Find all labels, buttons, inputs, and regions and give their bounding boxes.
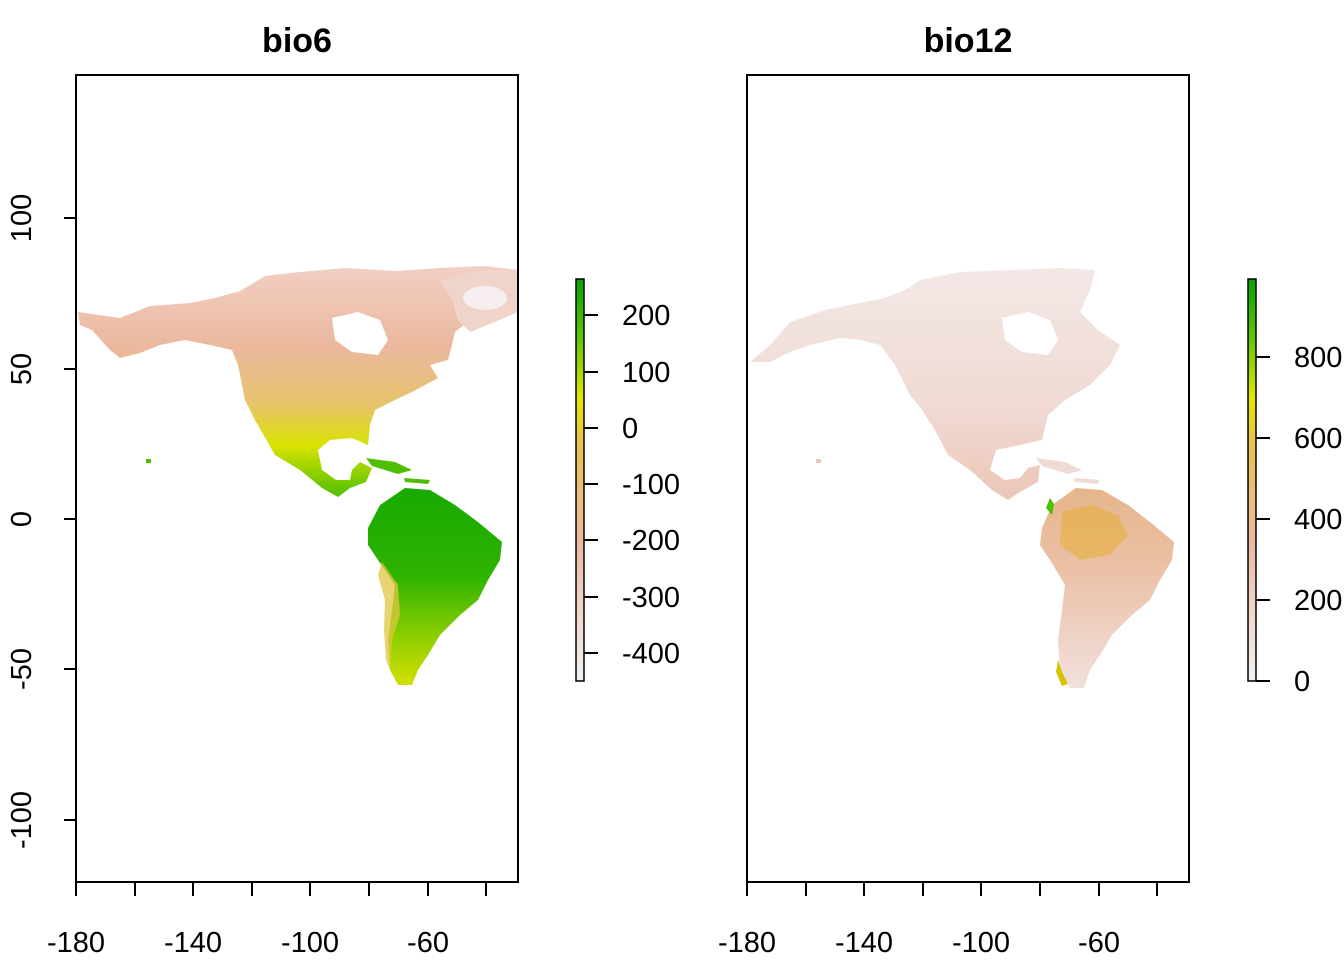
x-tick-label: -60 (1078, 927, 1120, 959)
amazon-wet-zone (1060, 505, 1128, 560)
legend-colorbar (575, 278, 585, 682)
x-tick-label: -100 (952, 927, 1010, 959)
hudson-bay (1002, 312, 1058, 355)
x-tick-label: -180 (47, 927, 105, 959)
legend-tick-label: 0 (1294, 666, 1310, 698)
legend-bio6: 200 100 0 -100 -200 -300 -400 (575, 278, 680, 682)
greenland-ice (463, 286, 507, 310)
north-america-landmass (78, 266, 518, 497)
hawaii (146, 459, 151, 463)
legend-tick-label: 800 (1294, 342, 1342, 374)
y-tick-label: 100 (6, 194, 38, 242)
legend-tick-label: -200 (622, 525, 680, 557)
y-tick-label: -100 (6, 791, 38, 849)
panel-title: bio12 (924, 22, 1013, 60)
andes-strip (378, 562, 400, 670)
y-tick-label: -50 (6, 648, 38, 690)
legend-tick-label: 0 (622, 413, 638, 445)
legend-tick-label: 400 (1294, 504, 1342, 536)
legend-tick-label: -300 (622, 582, 680, 614)
x-tick-label: -60 (407, 927, 449, 959)
caribbean-islands (366, 458, 430, 484)
panel-bio6: bio6 100 (6, 22, 680, 959)
map-raster (750, 268, 1174, 688)
legend-tick-label: 200 (1294, 585, 1342, 617)
plot-frame (75, 74, 519, 883)
x-tick-label: -180 (718, 927, 776, 959)
legend-tick-label: 200 (622, 300, 670, 332)
patagonia-wet-strip (1056, 660, 1068, 686)
legend-colorbar (1247, 278, 1257, 682)
south-america-landmass (368, 488, 502, 685)
hawaii (816, 459, 821, 463)
map-raster (78, 266, 518, 685)
legend-tick-label: -400 (622, 638, 680, 670)
legend-tick-label: 100 (622, 357, 670, 389)
y-axis: 100 50 0 -50 -100 (6, 194, 77, 849)
x-axis: -180 -140 -100 -60 (47, 881, 487, 959)
panel-title: bio6 (262, 22, 332, 60)
plot-frame (746, 74, 1190, 883)
legend-tick-label: -100 (622, 469, 680, 501)
y-tick-label: 0 (6, 511, 38, 527)
hudson-bay (332, 312, 388, 355)
legend-bio12: 800 600 400 200 0 (1247, 278, 1342, 698)
x-tick-label: -140 (164, 927, 222, 959)
x-tick-label: -140 (835, 927, 893, 959)
legend-tick-label: 600 (1294, 423, 1342, 455)
x-axis: -180 -140 -100 -60 (718, 881, 1158, 959)
x-tick-label: -100 (281, 927, 339, 959)
choco-wet-strip (1046, 498, 1054, 515)
y-tick-label: 50 (6, 353, 38, 385)
panel-bio12: bio12 -180 -140 -100 -60 (718, 22, 1342, 959)
caribbean-islands (1036, 458, 1100, 484)
